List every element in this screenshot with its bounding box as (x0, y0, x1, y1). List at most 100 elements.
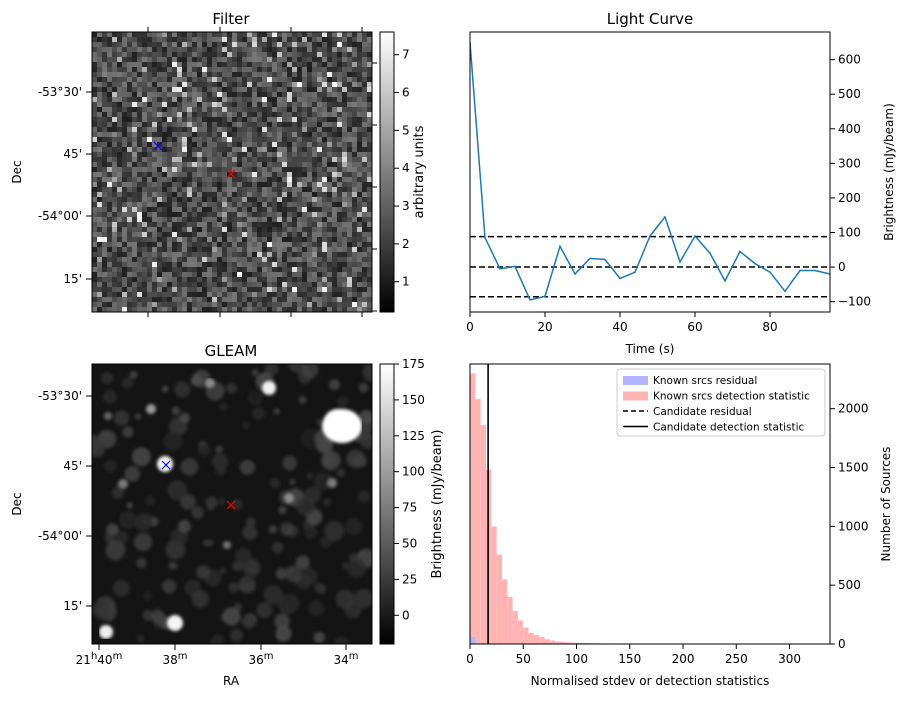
lightcurve-point (604, 259, 606, 261)
legend-label: Known srcs detection statistic (653, 391, 810, 403)
gleam-source (327, 478, 337, 488)
hist-ytick-label: 1500 (838, 461, 869, 475)
gleam-y-ticks: -53°30'45'-54°00'15' (38, 389, 92, 613)
histogram-xlabel: Normalised stdev or detection statistics (531, 674, 770, 688)
gleam-source (205, 378, 215, 388)
lightcurve-series-line (470, 42, 830, 300)
gleam-source (146, 404, 156, 414)
filter-colorbar-tick-label: 1 (402, 275, 410, 289)
filter-colorbar-label: arbitrary units (412, 125, 427, 218)
lightcurve-point (784, 291, 786, 293)
gleam-colorbar-tick-label: 50 (402, 536, 417, 550)
hist-bar (539, 637, 544, 644)
gleam-colorbar-tick-label: 150 (402, 393, 425, 407)
hist-xtick-label: 150 (618, 652, 641, 666)
lightcurve-xtick-label: 40 (612, 320, 627, 334)
lightcurve-point (649, 235, 651, 237)
gleam-xtick-label: 34m (333, 651, 358, 667)
lightcurve-ytick-label: −100 (838, 295, 871, 309)
lightcurve-title: Light Curve (607, 10, 693, 28)
lightcurve-point (544, 296, 546, 298)
histogram-ylabel: Number of Sources (879, 447, 893, 562)
hist-ytick-label: 0 (838, 637, 846, 651)
lightcurve-point (589, 258, 591, 260)
gleam-source (262, 381, 276, 395)
gleam-colorbar-tick-label: 100 (402, 465, 425, 479)
filter-colorbar-gradient (380, 32, 394, 312)
legend-swatch (623, 376, 648, 385)
lightcurve-point (499, 268, 501, 270)
hist-xtick-label: 0 (466, 652, 474, 666)
gleam-colorbar: 175 150 125 100 75 50 25 0 (380, 357, 425, 644)
hist-bar (534, 635, 539, 644)
hist-bar (523, 628, 528, 644)
gleam-ytick-label: -54°00' (38, 529, 82, 543)
gleam-xtick-label: 21h40m (76, 651, 123, 667)
lightcurve-xtick-label: 60 (687, 320, 702, 334)
gleam-source (118, 479, 128, 489)
hist-bar (550, 640, 555, 644)
gleam-colorbar-tick-label: 175 (402, 357, 425, 371)
lightcurve-ytick-label: 400 (838, 122, 861, 136)
lightcurve-point (514, 266, 516, 268)
gleam-title: GLEAM (205, 342, 258, 360)
lightcurve-point (679, 261, 681, 263)
hist-xtick-label: 50 (516, 652, 531, 666)
lightcurve-plot-area (469, 42, 831, 301)
lightcurve-point (529, 299, 531, 301)
hist-bar (491, 526, 496, 644)
lightcurve-point (799, 270, 801, 272)
lightcurve-point (664, 216, 666, 218)
hist-bar (529, 633, 534, 644)
filter-ytick-label: 45' (63, 147, 82, 161)
lightcurve-xlabel: Time (s) (625, 342, 675, 356)
gleam-xlabel: RA (223, 674, 240, 688)
hist-xtick-label: 250 (725, 652, 748, 666)
gleam-colorbar-tick-label: 25 (402, 572, 417, 586)
lightcurve-xtick-label: 20 (537, 320, 552, 334)
gleam-bright-source (322, 409, 362, 443)
hist-bar (497, 555, 502, 644)
hist-ytick-label: 1000 (838, 519, 869, 533)
lightcurve-ytick-label: 600 (838, 53, 861, 67)
filter-colorbar-tick-label: 7 (402, 48, 410, 62)
gleam-colorbar-tick-label: 0 (402, 608, 410, 622)
filter-colorbar-tick-label: 6 (402, 86, 410, 100)
lightcurve-xtick-label: 80 (762, 320, 777, 334)
gleam-colorbar-tick-label: 75 (402, 501, 417, 515)
hist-bar (518, 620, 523, 644)
gleam-colorbar-tick-label: 125 (402, 429, 425, 443)
lightcurve-ylabel: Brightness (mJy/beam) (882, 103, 896, 241)
lightcurve-ytick-label: 500 (838, 87, 861, 101)
gleam-source (104, 412, 112, 420)
lightcurve-point (754, 263, 756, 265)
legend-label: Candidate detection statistic (653, 422, 805, 434)
lightcurve-point (724, 280, 726, 282)
hist-xtick-label: 100 (565, 652, 588, 666)
lightcurve-ytick-label: 200 (838, 191, 861, 205)
lightcurve-point (814, 270, 816, 272)
lightcurve-ytick-label: 300 (838, 156, 861, 170)
hist-bar (481, 425, 486, 644)
gleam-colorbar-gradient (380, 364, 394, 644)
gleam-source (99, 625, 113, 639)
gleam-source (167, 615, 183, 631)
gleam-ylabel: Dec (10, 492, 24, 515)
filter-colorbar-tick-label: 5 (402, 123, 410, 137)
gleam-ytick-label: -53°30' (38, 389, 82, 403)
hist-bar (545, 639, 550, 644)
lightcurve-point (619, 278, 621, 280)
legend-label: Candidate residual (653, 406, 752, 418)
lightcurve-point (484, 237, 486, 239)
hist-ytick-label: 2000 (838, 402, 869, 416)
gleam-source (223, 541, 231, 549)
lightcurve-ytick-label: 100 (838, 225, 861, 239)
lightcurve-point (694, 235, 696, 237)
hist-bar (513, 611, 518, 644)
filter-panel: Filter -53°30'45'-54°00'15' Dec 7654321 … (10, 10, 427, 317)
lightcurve-point (739, 251, 741, 253)
filter-colorbar-tick-label: 4 (402, 161, 410, 175)
